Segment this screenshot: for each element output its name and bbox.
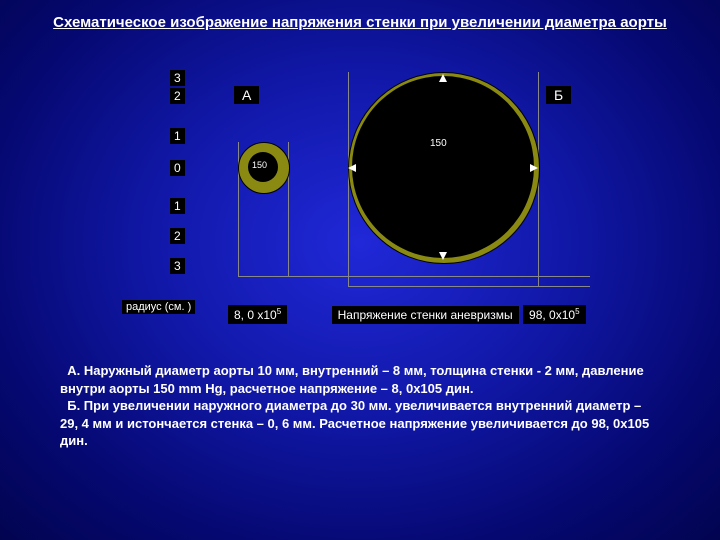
tension-b-caption: Напряжение стенки аневризмы [332, 306, 519, 324]
pressure-b: 150 [430, 138, 447, 149]
slide-title: Схематическое изображение напряжения сте… [50, 14, 670, 31]
tension-a-exp: 5 [277, 307, 281, 316]
tension-b: 98, 0х105 [523, 305, 586, 324]
axis-0: 0 [170, 160, 185, 176]
axis-1d: 1 [170, 198, 185, 214]
tension-a: 8, 0 х105 [228, 305, 287, 324]
tension-a-val: 8, 0 х10 [234, 308, 277, 322]
caption-p2: Б. При увеличении наружного диаметра до … [60, 398, 649, 448]
caption-p1: А. Наружный диаметр аорты 10 мм, внутрен… [60, 363, 644, 396]
axis-3d: 3 [170, 258, 185, 274]
tension-b-exp: 5 [575, 307, 579, 316]
diagram-area: 3 2 1 0 1 2 3 радиус (см. ) А Б 150 150 [130, 76, 590, 306]
arrow-b-l [348, 164, 356, 172]
label-b: Б [546, 86, 571, 104]
arrow-b-dn [439, 252, 447, 260]
tension-row: 8, 0 х105 Напряжение стенки аневризмы 98… [130, 305, 660, 324]
circle-b-inner [352, 76, 534, 258]
tension-b-val: 98, 0х10 [529, 308, 575, 322]
pressure-a: 150 [252, 160, 267, 170]
label-a: А [234, 86, 259, 104]
axis-2u: 2 [170, 88, 185, 104]
axis-3u: 3 [170, 70, 185, 86]
axis-1u: 1 [170, 128, 185, 144]
axis-2d: 2 [170, 228, 185, 244]
arrow-b-r [530, 164, 538, 172]
caption-text: А. Наружный диаметр аорты 10 мм, внутрен… [60, 362, 660, 450]
arrow-b-up [439, 74, 447, 82]
